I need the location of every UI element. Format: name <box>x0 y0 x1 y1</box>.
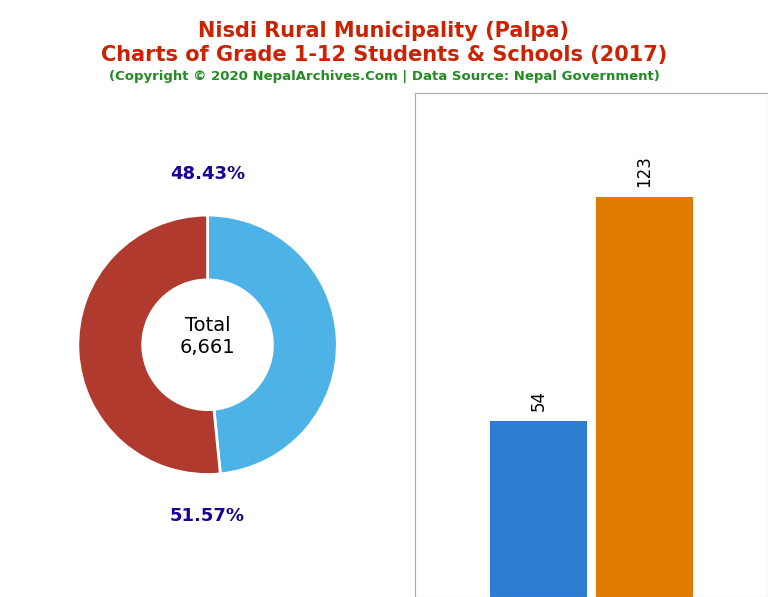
Text: 51.57%: 51.57% <box>170 507 245 525</box>
Text: 54: 54 <box>530 390 548 411</box>
Text: 123: 123 <box>635 155 654 187</box>
Text: 48.43%: 48.43% <box>170 165 245 183</box>
Wedge shape <box>207 215 337 474</box>
Bar <box>490 421 588 597</box>
Text: (Copyright © 2020 NepalArchives.Com | Data Source: Nepal Government): (Copyright © 2020 NepalArchives.Com | Da… <box>108 70 660 84</box>
Text: Total
6,661: Total 6,661 <box>180 316 235 358</box>
Text: Charts of Grade 1-12 Students & Schools (2017): Charts of Grade 1-12 Students & Schools … <box>101 45 667 65</box>
Wedge shape <box>78 215 220 475</box>
Text: Nisdi Rural Municipality (Palpa): Nisdi Rural Municipality (Palpa) <box>198 21 570 41</box>
Bar <box>596 196 693 597</box>
